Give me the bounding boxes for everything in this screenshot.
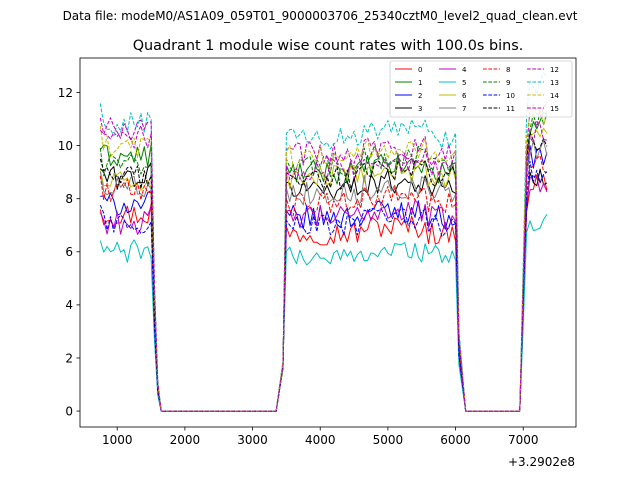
x-offset-label: +3.2902e8 (508, 455, 575, 469)
legend-label-2: 2 (418, 92, 422, 100)
x-axis: 1000 2000 3000 4000 5000 6000 7000 (102, 427, 539, 447)
x-tick-label: 6000 (440, 433, 471, 447)
x-tick-label: 7000 (508, 433, 539, 447)
plot-area (79, 57, 577, 428)
legend-label-9: 9 (506, 79, 510, 87)
x-tick-label: 5000 (373, 433, 404, 447)
x-tick-label: 1000 (102, 433, 133, 447)
y-tick-label: 2 (65, 351, 73, 365)
y-tick-label: 8 (65, 192, 73, 206)
legend-label-10: 10 (506, 92, 515, 100)
legend-frame (389, 60, 573, 118)
y-tick-label: 0 (65, 404, 73, 418)
chart-suptitle: Data file: modeM0/AS1A09_059T01_90000037… (63, 9, 578, 23)
legend-label-13: 13 (550, 79, 559, 87)
legend-label-1: 1 (418, 79, 422, 87)
chart-title: Quadrant 1 module wise count rates with … (133, 38, 524, 54)
legend-label-3: 3 (418, 105, 422, 113)
legend-label-15: 15 (550, 105, 559, 113)
x-tick-label: 2000 (170, 433, 201, 447)
legend-label-11: 11 (506, 105, 515, 113)
legend-label-4: 4 (462, 66, 467, 74)
y-tick-label: 4 (65, 298, 73, 312)
x-tick-label: 4000 (305, 433, 336, 447)
legend-label-5: 5 (462, 79, 466, 87)
series-line-15 (99, 117, 547, 412)
axes-frame (79, 57, 577, 428)
y-tick-label: 12 (58, 86, 73, 100)
legend-label-12: 12 (550, 66, 559, 74)
y-tick-label: 6 (65, 245, 73, 259)
legend-label-8: 8 (506, 66, 510, 74)
legend-label-6: 6 (462, 92, 467, 100)
y-axis: 0 2 4 6 8 10 12 (58, 86, 80, 418)
series-layer (99, 72, 548, 412)
legend-label-14: 14 (550, 92, 559, 100)
x-tick-label: 3000 (237, 433, 268, 447)
series-line-10 (99, 160, 548, 412)
legend-label-0: 0 (418, 66, 422, 74)
y-tick-label: 10 (58, 139, 73, 153)
legend-label-7: 7 (462, 105, 466, 113)
